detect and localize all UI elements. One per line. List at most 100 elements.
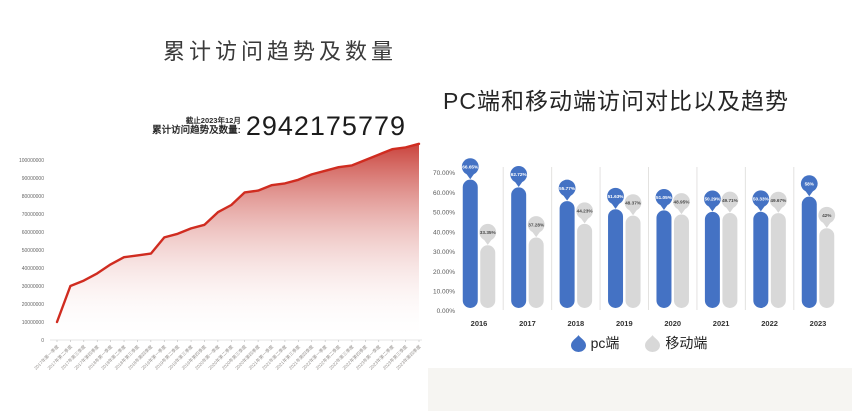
pc-balloon [510,165,528,183]
legend-item-mobile: 移动端 [645,333,707,353]
right-y-tick: 0.00% [437,308,456,315]
year-label: 2020 [664,319,681,328]
mobile-bar [577,223,593,308]
mobile-bar [770,213,786,308]
mobile-value-label: 42% [822,213,832,218]
mobile-balloon-tip [628,209,638,216]
pc-balloon-tip [562,194,572,201]
year-label: 2022 [761,319,778,328]
pc-drop-icon [570,334,586,352]
stat-labels: 截止2023年12月 累计访问趋势及数量: [152,116,241,139]
left-y-tick: 10000000 [22,320,44,326]
mobile-balloon [624,194,642,212]
pc-value-label: 66.65% [462,164,479,169]
right-y-tick: 70.00% [433,170,455,177]
pc-balloon-tip [514,181,523,187]
stat-as-of: 截止2023年12月 [185,116,241,125]
pc-bar [656,210,672,308]
pc-bar [462,179,478,308]
mobile-bar [673,214,689,308]
legend-item-pc: pc端 [570,333,620,353]
mobile-drop-icon [645,334,661,352]
mobile-bar [819,228,835,308]
left-y-tick: 90000000 [22,176,44,182]
mobile-balloon-tip [580,217,589,224]
pc-value-label: 51.63% [608,194,625,199]
left-y-tick: 40000000 [22,266,44,272]
year-label: 2019 [616,319,633,328]
mobile-value-label: 33.35% [480,230,497,235]
pc-balloon [800,175,818,193]
pc-balloon [752,190,770,208]
left-y-tick: 20000000 [22,302,44,308]
area-fill [57,143,419,340]
right-y-tick: 10.00% [433,288,455,295]
left-y-tick: 70000000 [22,212,44,218]
pc-bar [704,211,720,308]
pc-value-label: 51.05% [656,195,673,200]
year-label: 2016 [471,319,488,328]
mobile-value-label: 44.23% [577,209,594,214]
pc-balloon-tip [611,203,620,209]
legend-label-mobile: 移动端 [665,335,708,351]
pc-balloon [704,190,721,208]
pc-balloon-tip [708,205,717,212]
left-y-tick: 60000000 [22,230,44,236]
right-chart-title: PC端和移动端访问对比以及趋势 [443,88,789,114]
year-label: 2021 [713,319,730,328]
mobile-value-label: 49.67% [770,198,787,203]
mobile-balloon [527,216,545,233]
mobile-value-label: 37.28% [528,222,545,227]
year-label: 2017 [519,319,536,328]
mobile-balloon [769,191,787,209]
year-label: 2023 [810,319,827,328]
stat-label: 累计访问趋势及数量: [152,125,241,136]
pc-value-label: 58% [805,181,815,186]
background-band [428,368,852,411]
mobile-balloon [721,191,739,209]
pc-bar [608,209,624,308]
mobile-bar [528,237,544,308]
mobile-balloon-tip [774,206,783,213]
right-y-tick: 50.00% [433,210,455,217]
pc-balloon-tip [466,173,475,180]
pc-balloon [461,158,479,176]
area-line [55,142,421,324]
cumulative-stat: 截止2023年12月 累计访问趋势及数量: 2942175779 [150,111,406,141]
pc-value-label: 62.72% [511,172,528,177]
mobile-balloon [818,206,836,224]
left-y-tick: 80000000 [22,194,44,200]
mobile-value-label: 48.37% [625,200,642,205]
left-y-tick: 30000000 [22,284,44,290]
pc-balloon [655,188,673,206]
left-chart-title: 累计访问趋势及数量 [162,39,397,64]
pc-bar [753,211,769,308]
mobile-balloon-tip [677,208,686,215]
right-y-tick: 60.00% [433,190,455,197]
legend-label-pc: pc端 [590,335,620,351]
mobile-bar [480,245,496,308]
right-y-tick: 20.00% [433,269,455,276]
pc-balloon [607,187,624,205]
right-y-tick: 30.00% [433,249,455,256]
pc-value-label: 50.29% [704,197,721,202]
mobile-balloon [673,193,690,210]
pc-value-label: 50.33% [753,197,770,202]
left-y-tick: 50000000 [22,248,44,254]
pc-balloon-tip [659,204,669,210]
mobile-bar [625,215,641,308]
pc-mobile-comparison-chart: 70.00% 60.00% 50.00% 40.00% 30.00% 20.00% 10.0… [433,158,836,328]
mobile-bar [722,213,738,308]
pc-balloon-tip [805,190,814,197]
pc-balloon-tip [756,205,766,212]
mobile-balloon [576,202,594,220]
stat-value: 2942175779 [245,111,406,141]
pc-balloon [558,179,576,197]
mobile-value-label: 48.95% [674,199,691,204]
pc-value-label: 55.77% [559,186,576,191]
pc-bar [511,187,527,308]
left-y-tick: 0 [41,338,44,344]
mobile-balloon-tip [483,239,492,245]
pc-bar [559,201,575,308]
